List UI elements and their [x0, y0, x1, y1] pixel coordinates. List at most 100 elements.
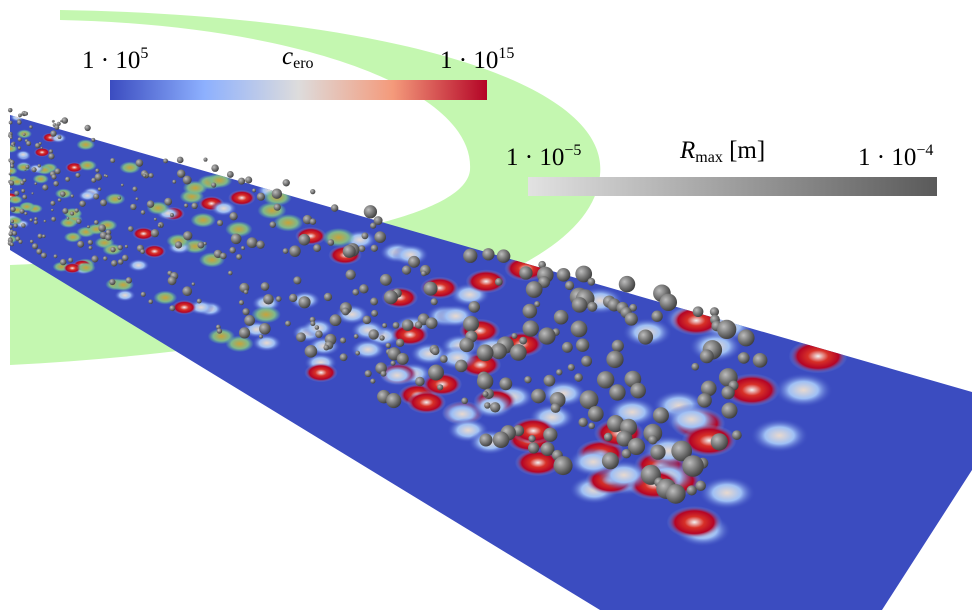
particle: [638, 329, 653, 344]
particle: [697, 393, 712, 408]
particle: [463, 249, 477, 263]
particle: [67, 217, 70, 220]
particle: [8, 232, 12, 236]
particle: [94, 220, 99, 225]
particle: [340, 337, 346, 343]
heat-spot: [8, 195, 23, 204]
particle: [149, 173, 154, 178]
particle: [239, 300, 244, 305]
particle: [283, 179, 290, 186]
particle: [625, 312, 638, 325]
particle: [298, 296, 310, 308]
particle: [426, 317, 438, 329]
particle: [242, 308, 249, 315]
particle: [343, 245, 356, 258]
particle: [192, 282, 195, 285]
particle: [431, 298, 438, 305]
particle: [365, 370, 372, 377]
particle: [482, 391, 488, 397]
heat-spot: [350, 339, 386, 360]
particle: [14, 191, 19, 196]
particle: [211, 164, 219, 172]
particle: [54, 254, 58, 258]
particle: [70, 212, 74, 216]
particle: [220, 253, 227, 260]
particle: [263, 294, 274, 305]
particle: [36, 249, 42, 255]
particle: [9, 183, 11, 185]
particle: [126, 277, 132, 283]
particle: [98, 187, 102, 191]
particle: [495, 278, 503, 286]
particle: [528, 442, 539, 453]
particle: [95, 168, 99, 172]
particle: [244, 315, 255, 326]
particle: [10, 164, 14, 168]
particle: [361, 232, 368, 239]
particle: [10, 243, 14, 247]
particle: [245, 176, 252, 183]
particle: [238, 178, 245, 185]
particle: [111, 260, 117, 266]
particle: [402, 319, 414, 331]
particle: [276, 296, 282, 302]
particle: [24, 212, 27, 215]
particle: [29, 125, 33, 129]
particle: [256, 241, 264, 249]
particle: [693, 306, 704, 317]
particle: [22, 195, 27, 200]
particle: [650, 445, 665, 460]
particle: [557, 268, 571, 282]
heat-spot: [16, 150, 31, 159]
particle: [272, 188, 282, 198]
particle: [197, 242, 204, 249]
particle: [305, 345, 318, 358]
particle: [35, 143, 40, 148]
particle: [41, 253, 47, 259]
particle: [62, 208, 68, 214]
particle: [177, 157, 184, 164]
particle: [379, 335, 384, 340]
particle: [18, 137, 22, 141]
particle: [38, 234, 43, 239]
colorbar-min-label: 1 · 105: [82, 45, 148, 74]
particle: [9, 121, 13, 125]
particle: [581, 356, 592, 367]
particle: [576, 338, 589, 351]
particle: [421, 271, 427, 277]
particle: [359, 284, 368, 293]
heat-spot: [153, 291, 177, 305]
particle: [175, 241, 182, 248]
particle: [651, 311, 662, 322]
particle: [396, 339, 404, 347]
particle: [30, 240, 34, 244]
particle: [397, 353, 409, 365]
particle: [51, 209, 54, 212]
particle: [510, 344, 527, 361]
particle: [18, 146, 21, 149]
particle: [738, 329, 755, 346]
particle: [390, 361, 395, 366]
particle: [381, 371, 387, 377]
particle: [98, 224, 106, 232]
particle: [103, 256, 107, 260]
particle: [58, 198, 62, 202]
particle: [110, 158, 115, 163]
particle: [58, 135, 62, 139]
particle: [18, 114, 22, 118]
particle: [717, 320, 736, 339]
heat-spot: [78, 160, 97, 171]
particle: [252, 188, 256, 192]
particle: [574, 373, 582, 381]
particle: [522, 304, 537, 319]
particle: [154, 218, 157, 221]
particle: [261, 282, 270, 291]
heat-spot: [3, 144, 17, 152]
particle: [21, 223, 26, 228]
particle: [490, 402, 500, 412]
particle: [270, 221, 276, 227]
particle: [274, 204, 281, 211]
heat-spot: [699, 476, 756, 509]
particle: [257, 193, 265, 201]
heat-spot: [143, 245, 166, 258]
